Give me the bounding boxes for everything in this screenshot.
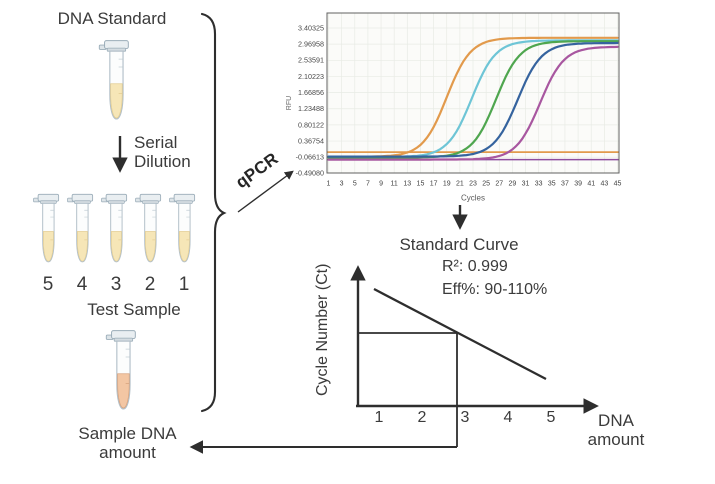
efficiency-value: Eff%: 90-110%: [442, 281, 548, 298]
dilution-tube-number-4: 4: [76, 274, 88, 295]
standard-curve-tick-2: 2: [417, 409, 427, 426]
svg-text:3.40325: 3.40325: [298, 23, 324, 32]
dilution-tube-numbers: 5 4 3 2 1: [31, 274, 201, 295]
svg-text:21: 21: [456, 181, 464, 188]
svg-text:45: 45: [614, 181, 622, 188]
dna-standard-label: DNA Standard: [57, 9, 167, 28]
svg-text:35: 35: [548, 181, 556, 188]
svg-text:7: 7: [366, 181, 370, 188]
amplification-curves-chart: 3.40325 2.96958 2.53591 2.10223 1.66856 1.234…: [286, 12, 622, 203]
serial-dilution-line2: Dilution: [134, 152, 191, 172]
dilution-tube-number-2: 2: [144, 274, 156, 295]
dilution-tube-number-3: 3: [110, 274, 122, 295]
dilution-tube-3-icon: [101, 193, 128, 263]
svg-text:5: 5: [353, 181, 357, 188]
svg-text:15: 15: [417, 181, 425, 188]
test-sample-label: Test Sample: [87, 300, 181, 319]
dna-standard-tube-icon: [98, 40, 129, 120]
qpcr-amplification-plot: 3.40325 2.96958 2.53591 2.10223 1.66856 1.234…: [285, 8, 715, 208]
sample-dna-line1: Sample DNA: [78, 424, 177, 443]
svg-text:37: 37: [561, 181, 569, 188]
standard-curve-tick-3: 3: [460, 409, 470, 426]
dilution-tube-number-5: 5: [42, 274, 54, 295]
sample-dna-amount-label: Sample DNA amount: [50, 424, 205, 462]
svg-text:2.53591: 2.53591: [298, 56, 324, 65]
svg-text:0.36754: 0.36754: [298, 136, 324, 145]
svg-text:1: 1: [327, 181, 331, 188]
svg-text:3: 3: [340, 181, 344, 188]
curly-brace: [200, 12, 227, 413]
svg-text:2.10223: 2.10223: [298, 72, 324, 81]
dilution-tube-4-icon: [67, 193, 94, 263]
sample-dna-line2: amount: [99, 443, 156, 463]
standard-curve-title: Standard Curve: [399, 235, 519, 254]
svg-text:11: 11: [391, 181, 398, 188]
dilution-tube-number-1: 1: [178, 274, 190, 295]
svg-text:13: 13: [403, 181, 411, 188]
svg-text:19: 19: [443, 181, 451, 188]
svg-text:0.80122: 0.80122: [298, 120, 324, 129]
svg-text:33: 33: [535, 181, 543, 188]
svg-text:1.23488: 1.23488: [298, 104, 324, 113]
svg-text:23: 23: [469, 181, 477, 188]
dilution-tube-5-icon: [33, 193, 60, 263]
standard-curve-x-axis-label: DNA amount: [582, 411, 650, 449]
svg-text:31: 31: [522, 181, 530, 188]
regression-line: [373, 287, 547, 381]
svg-text:17: 17: [430, 181, 438, 188]
svg-text:41: 41: [587, 181, 595, 188]
qpcr-label: qPCR: [232, 148, 282, 193]
svg-text:27: 27: [495, 181, 503, 188]
test-sample-tube-icon: [105, 330, 136, 410]
standard-curve-tick-1: 1: [374, 409, 384, 426]
svg-text:1.66856: 1.66856: [298, 88, 324, 97]
svg-text:Cycles: Cycles: [461, 194, 485, 203]
sc-xlabel-line2: amount: [587, 430, 645, 450]
standard-curve-tick-5: 5: [546, 409, 556, 426]
svg-text:2.96958: 2.96958: [298, 40, 324, 49]
sc-xlabel-line1: DNA: [598, 411, 634, 430]
svg-text:43: 43: [600, 181, 608, 188]
dilution-tube-2-icon: [135, 193, 162, 263]
standard-curve-tick-4: 4: [503, 409, 513, 426]
svg-text:39: 39: [574, 181, 582, 188]
svg-text:RFU: RFU: [286, 96, 293, 110]
r-squared-value: R²: 0.999: [442, 258, 508, 275]
svg-text:-0.06613: -0.06613: [296, 153, 324, 162]
standard-curve-y-axis-label: Cycle Number (Ct): [314, 263, 331, 397]
serial-dilution-line1: Serial: [134, 133, 178, 152]
svg-text:29: 29: [509, 181, 517, 188]
svg-text:9: 9: [379, 181, 383, 188]
serial-dilution-label: Serial Dilution: [134, 133, 214, 171]
svg-text:-0.49080: -0.49080: [296, 168, 324, 177]
dilution-tube-1-icon: [169, 193, 196, 263]
svg-text:25: 25: [482, 181, 490, 188]
